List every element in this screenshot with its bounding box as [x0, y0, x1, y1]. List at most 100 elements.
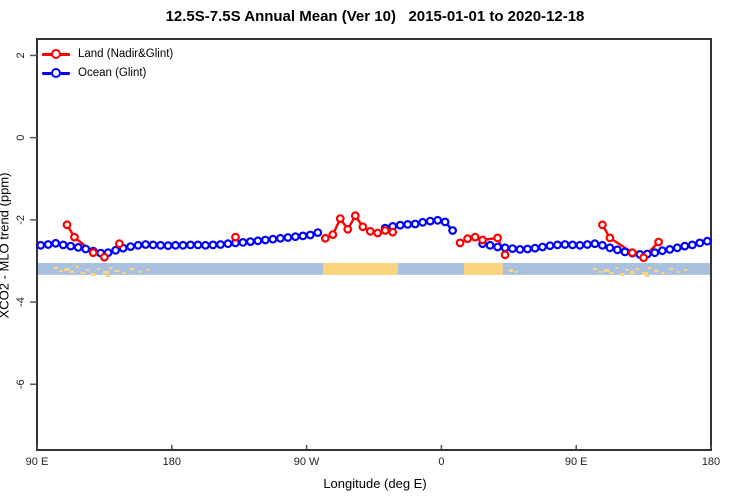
land-series-point	[470, 232, 480, 242]
ocean-series-marker-icon	[42, 65, 70, 81]
ocean-series-point	[590, 239, 600, 249]
ocean-series-point	[403, 219, 413, 229]
map-strip-island-speckle	[508, 268, 514, 272]
ocean-series-point	[276, 233, 285, 243]
ocean-series-point	[553, 240, 562, 250]
y-tick-label: -6	[15, 379, 27, 389]
ocean-series-point	[545, 241, 555, 251]
map-strip-island-speckle	[75, 265, 79, 268]
map-strip-island-speckle	[59, 269, 63, 272]
ocean-series-point	[43, 240, 53, 249]
map-strip-island-speckle	[609, 271, 614, 274]
land-series-point	[478, 235, 488, 245]
map-strip-island-speckle	[69, 270, 75, 273]
map-strip-island-speckle	[661, 271, 665, 274]
map-strip-island-speckle	[90, 272, 96, 276]
legend-label-land: Land (Nadir&Glint)	[78, 48, 174, 60]
land-series-point	[358, 222, 368, 232]
ocean-series-point	[508, 244, 517, 254]
x-tick-label: 180	[163, 456, 181, 468]
ocean-series-point	[515, 244, 525, 254]
ocean-series-point	[186, 240, 195, 250]
land-series-point	[69, 232, 79, 242]
x-tick-label: 180	[702, 456, 720, 468]
ocean-series-point	[66, 241, 76, 251]
ocean-series-point	[245, 237, 255, 247]
ocean-series-point	[560, 240, 570, 249]
map-strip-island-speckle	[625, 268, 629, 271]
ocean-series-point	[657, 246, 667, 256]
chart-title: 12.5S-7.5S Annual Mean (Ver 10) 2015-01-…	[165, 8, 585, 25]
map-strip-land-segment	[463, 262, 503, 275]
land-series-point	[380, 226, 390, 235]
ocean-series-point	[291, 232, 300, 242]
ocean-series-point	[223, 239, 233, 249]
map-strip-island-speckle	[80, 271, 85, 274]
ocean-series-point	[148, 240, 158, 250]
land-series-point	[88, 248, 98, 258]
land-series-point	[598, 220, 607, 230]
land-series-point	[99, 252, 109, 262]
map-strip-island-speckle	[645, 274, 650, 277]
ocean-series-point	[568, 240, 577, 250]
map-strip-island-speckle	[63, 267, 70, 271]
ocean-series-point	[665, 244, 675, 254]
land-series-point	[320, 233, 330, 243]
ocean-series-point	[530, 243, 540, 253]
ocean-series-point	[268, 234, 278, 244]
land-series-point	[388, 227, 398, 237]
ocean-series-point	[598, 240, 607, 250]
ocean-series-point	[36, 240, 46, 250]
ocean-series-point	[410, 219, 420, 229]
map-strip-island-speckle	[129, 267, 135, 270]
map-strip-island-speckle	[102, 270, 109, 274]
land-series-point	[231, 232, 240, 242]
land-series-point	[365, 226, 375, 236]
ocean-series-point	[493, 242, 503, 252]
ocean-series-point	[156, 240, 166, 250]
y-axis-label: XCO2 - MLO trend (ppm)	[0, 172, 12, 319]
ocean-series-point	[485, 240, 495, 250]
map-strip-island-speckle	[615, 266, 619, 269]
ocean-series-point	[523, 244, 532, 254]
ocean-series-point	[440, 217, 450, 227]
map-strip-island-speckle	[53, 266, 58, 269]
map-strip-island-speckle	[654, 269, 659, 272]
map-strip-island-speckle	[592, 267, 598, 270]
ocean-series-point	[171, 240, 180, 250]
x-tick-label: 90 W	[294, 456, 320, 468]
map-strip-island-speckle	[669, 267, 674, 270]
ocean-series-point	[73, 242, 83, 252]
ocean-series-point	[680, 241, 690, 251]
land-series-point	[605, 233, 615, 243]
ocean-series-point	[583, 240, 592, 249]
map-strip-island-speckle	[514, 270, 518, 273]
y-tick-label: -2	[15, 215, 27, 225]
y-tick-label: 0	[15, 135, 27, 141]
ocean-series-point	[193, 240, 203, 250]
ocean-series-point	[163, 241, 173, 251]
land-series-point	[328, 230, 338, 240]
ocean-series-point	[81, 244, 91, 254]
map-strip-island-speckle	[619, 272, 625, 276]
land-series-point	[500, 250, 510, 260]
ocean-series-point	[216, 240, 225, 249]
ocean-series-point	[448, 226, 458, 235]
land-series-point	[455, 238, 465, 248]
ocean-series-point	[261, 235, 270, 245]
ocean-series-point	[395, 220, 405, 230]
ocean-series-point	[313, 228, 323, 238]
map-strip-island-speckle	[105, 274, 111, 277]
ocean-series-point	[298, 231, 308, 241]
ocean-series-point	[620, 247, 630, 257]
ocean-series-point	[126, 242, 136, 252]
ocean-series-point	[111, 245, 120, 255]
legend-label-ocean: Ocean (Glint)	[78, 67, 147, 79]
map-strip-land-segment	[323, 262, 398, 275]
ocean-series-point	[605, 243, 615, 253]
map-strip-island-speckle	[648, 266, 652, 269]
legend-item-land: Land (Nadir&Glint)	[42, 46, 173, 62]
map-strip-island-speckle	[138, 270, 142, 273]
land-series-point	[493, 233, 503, 243]
